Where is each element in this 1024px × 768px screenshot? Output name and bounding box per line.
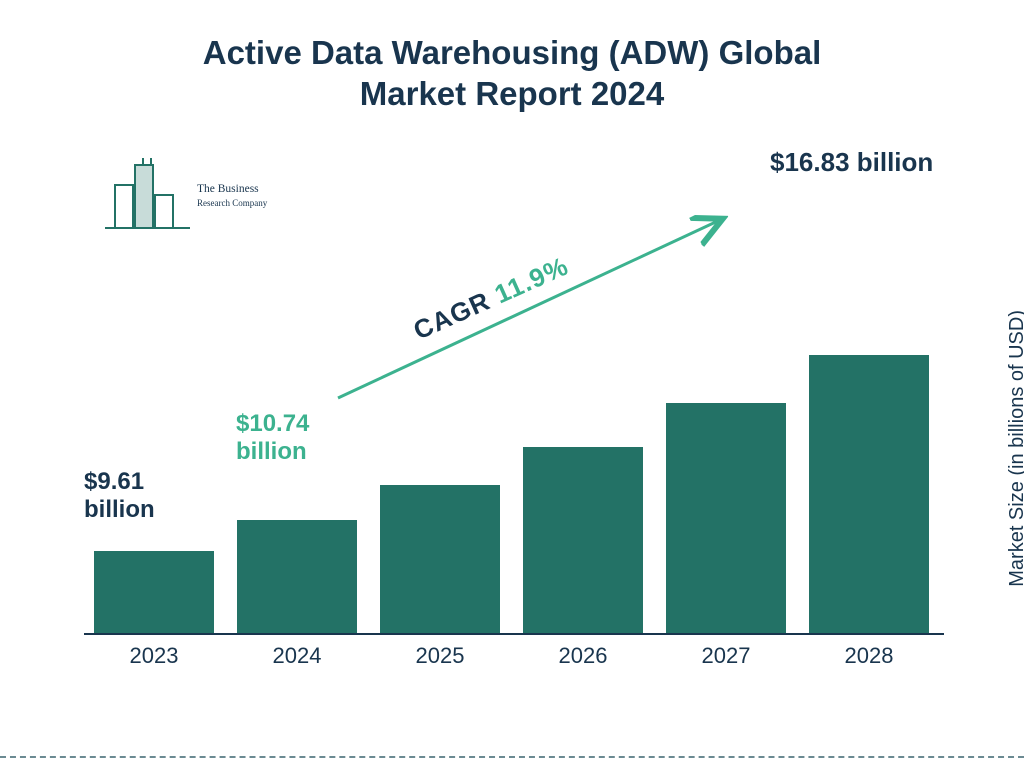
arrow-line <box>338 220 720 398</box>
trend-arrow <box>0 0 1024 768</box>
value-label-2: $16.83 billion <box>770 148 933 178</box>
chart-container: Active Data Warehousing (ADW) Global Mar… <box>0 0 1024 768</box>
footer-divider <box>0 756 1024 758</box>
y-axis-label: Market Size (in billions of USD) <box>1006 310 1024 587</box>
value-label-0: $9.61billion <box>84 468 155 523</box>
value-label-1: $10.74billion <box>236 410 309 465</box>
